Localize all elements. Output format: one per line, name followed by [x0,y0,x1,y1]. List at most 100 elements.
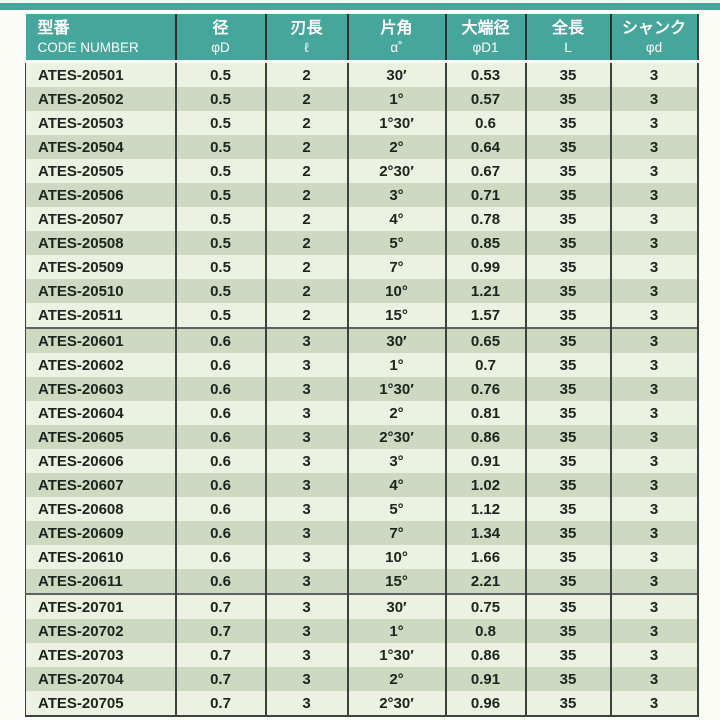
value-cell: 3 [610,159,699,183]
value-cell: 1°30′ [347,377,447,401]
value-cell: 2 [265,111,349,135]
code-number-cell: ATES-20606 [25,449,177,473]
value-cell: 2 [265,87,349,111]
top-accent-bar [0,3,720,10]
value-cell: 3 [610,61,699,87]
value-cell: 3 [265,545,349,569]
table-row: ATES-20610 0.6 3 10° 1.66 35 3 [25,545,699,569]
value-cell: 3° [347,183,447,207]
value-cell: 2° [347,135,447,159]
value-cell: 7° [347,255,447,279]
value-cell: 3 [265,619,349,643]
code-number-cell: ATES-20610 [25,545,177,569]
value-cell: 0.5 [175,135,267,159]
value-cell: 1° [347,87,447,111]
column-title: 片角 [380,19,413,37]
code-number-cell: ATES-20609 [25,521,177,545]
value-cell: 1.34 [445,521,527,545]
value-cell: 0.6 [175,327,267,353]
column-symbol: CODE NUMBER [37,39,139,55]
value-cell: 3 [265,353,349,377]
code-number-cell: ATES-20611 [25,569,177,594]
value-cell: 35 [525,255,612,279]
value-cell: 3 [610,207,699,231]
value-cell: 0.5 [175,61,267,87]
value-cell: 3° [347,449,447,473]
code-number-cell: ATES-20507 [25,207,177,231]
code-number-cell: ATES-20702 [25,619,177,643]
column-header-4: 大端径 φD1 [445,14,527,63]
value-cell: 3 [610,667,699,691]
column-title: シャンク [621,19,686,37]
value-cell: 3 [610,497,699,521]
value-cell: 5° [347,231,447,255]
value-cell: 0.64 [445,135,527,159]
value-cell: 35 [525,159,612,183]
value-cell: 1°30′ [347,111,447,135]
table-row: ATES-20604 0.6 3 2° 0.81 35 3 [25,401,699,425]
value-cell: 3 [610,521,699,545]
value-cell: 2°30′ [347,425,447,449]
value-cell: 35 [525,521,612,545]
value-cell: 3 [610,111,699,135]
value-cell: 3 [265,449,349,473]
value-cell: 2.21 [445,569,527,594]
value-cell: 1.66 [445,545,527,569]
value-cell: 0.7 [175,619,267,643]
value-cell: 1.21 [445,279,527,303]
code-number-cell: ATES-20608 [25,497,177,521]
value-cell: 2 [265,279,349,303]
value-cell: 35 [525,619,612,643]
column-header-3: 片角 α˚ [347,14,447,63]
value-cell: 3 [610,87,699,111]
column-header-6: シャンク φd [610,14,699,63]
value-cell: 1° [347,619,447,643]
column-title: 径 [212,19,229,37]
value-cell: 3 [265,521,349,545]
column-symbol: L [564,39,572,55]
value-cell: 7° [347,521,447,545]
code-number-cell: ATES-20506 [25,183,177,207]
value-cell: 0.65 [445,327,527,353]
value-cell: 3 [265,593,349,619]
value-cell: 2 [265,183,349,207]
value-cell: 0.6 [175,473,267,497]
value-cell: 0.6 [175,569,267,594]
value-cell: 35 [525,667,612,691]
value-cell: 0.5 [175,207,267,231]
value-cell: 3 [610,545,699,569]
spec-table: 型番 CODE NUMBER 径 φD 刃長 ℓ 片角 α˚ 大端径 φD1 全長 L シャンク φd A… [25,14,699,717]
value-cell: 0.5 [175,183,267,207]
column-symbol: φd [645,39,663,55]
value-cell: 3 [265,643,349,667]
value-cell: 0.6 [175,425,267,449]
code-number-cell: ATES-20601 [25,327,177,353]
code-number-cell: ATES-20602 [25,353,177,377]
value-cell: 0.6 [175,377,267,401]
table-row: ATES-20705 0.7 3 2°30′ 0.96 35 3 [25,691,699,717]
table-row: ATES-20609 0.6 3 7° 1.34 35 3 [25,521,699,545]
code-number-cell: ATES-20607 [25,473,177,497]
table-row: ATES-20505 0.5 2 2°30′ 0.67 35 3 [25,159,699,183]
table-row: ATES-20502 0.5 2 1° 0.57 35 3 [25,87,699,111]
value-cell: 30′ [347,593,447,619]
column-title: 型番 [37,19,70,37]
value-cell: 35 [525,353,612,377]
value-cell: 0.7 [445,353,527,377]
code-number-cell: ATES-20603 [25,377,177,401]
table-row: ATES-20506 0.5 2 3° 0.71 35 3 [25,183,699,207]
value-cell: 3 [610,303,699,328]
value-cell: 35 [525,327,612,353]
value-cell: 10° [347,545,447,569]
value-cell: 3 [610,619,699,643]
value-cell: 3 [610,401,699,425]
value-cell: 2 [265,207,349,231]
value-cell: 3 [610,593,699,619]
value-cell: 35 [525,473,612,497]
table-row: ATES-20510 0.5 2 10° 1.21 35 3 [25,279,699,303]
table-row: ATES-20611 0.6 3 15° 2.21 35 3 [25,569,699,594]
table-body: ATES-20501 0.5 2 30′ 0.53 35 3 ATES-20502 0.5 2 1°… [25,61,699,717]
code-number-cell: ATES-20605 [25,425,177,449]
value-cell: 0.8 [445,619,527,643]
